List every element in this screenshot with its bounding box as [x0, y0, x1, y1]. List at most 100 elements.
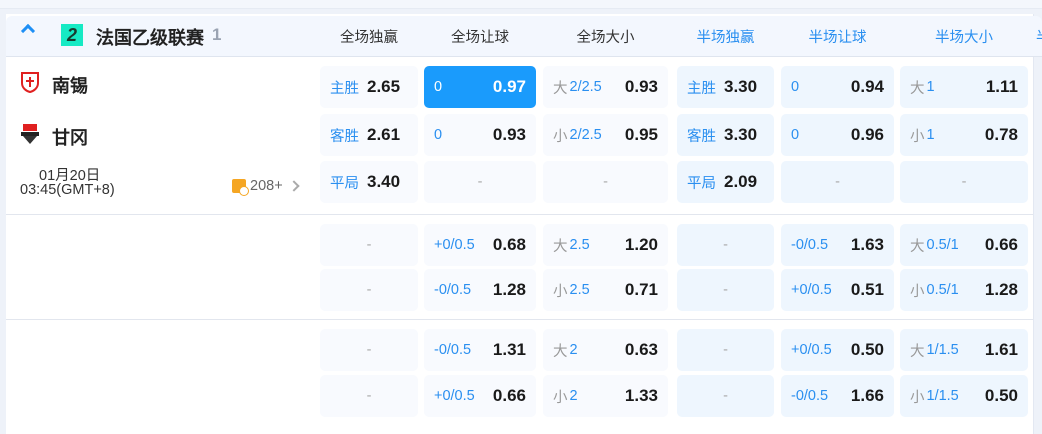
odds-cell-ft-handicap[interactable]: +0/0.5 0.68: [424, 224, 536, 266]
odds-cell-ht-1x2: -: [677, 269, 774, 311]
odds-cell-ht-handicap[interactable]: +0/0.5 0.51: [781, 269, 894, 311]
over-under-prefix: 大: [553, 238, 568, 255]
chevron-right-icon: [288, 180, 300, 192]
over-under-prefix: 大: [553, 80, 568, 97]
odds-cell-ht-handicap: -: [781, 161, 894, 203]
empty-odds-dash: -: [477, 174, 483, 190]
odds-value: 0.71: [624, 280, 658, 299]
over-under-prefix: 大: [910, 343, 925, 360]
odds-value: 1.20: [624, 235, 658, 254]
odds-label: -0/0.5: [791, 237, 829, 253]
odds-value: 0.94: [850, 77, 884, 96]
odds-label: 1: [926, 79, 935, 95]
odds-cell-ft-1x2[interactable]: 主胜 2.65: [320, 66, 418, 108]
empty-odds-dash: -: [603, 174, 608, 190]
odds-label: 0: [434, 79, 443, 95]
odds-label: 2.5: [569, 282, 590, 298]
odds-value: 0.68: [492, 235, 526, 254]
odds-cell-ft-1x2[interactable]: 客胜 2.61: [320, 114, 418, 156]
league-header[interactable]: [6, 16, 1042, 57]
odds-cell-ft-handicap[interactable]: -0/0.5 1.31: [424, 329, 536, 371]
odds-cell-ht-1x2[interactable]: 客胜 3.30: [677, 114, 774, 156]
odds-cell-ht-1x2: -: [677, 224, 774, 266]
over-under-prefix: 小: [553, 128, 568, 145]
odds-label: 0.5/1: [926, 282, 959, 298]
odds-cell-ft-1x2[interactable]: 平局 3.40: [320, 161, 418, 203]
odds-label: 1: [926, 127, 935, 143]
odds-label: -0/0.5: [434, 282, 472, 298]
empty-odds-dash: -: [366, 388, 372, 404]
empty-odds-dash: -: [961, 174, 967, 190]
over-under-prefix: 小: [910, 389, 925, 406]
odds-cell-ht-handicap[interactable]: 0 0.96: [781, 114, 894, 156]
col-header-ht-handicap: 半场让球: [808, 30, 867, 46]
odds-cell-ft-overunder[interactable]: 小 2.5 0.71: [543, 269, 668, 311]
odds-label: +0/0.5: [434, 388, 475, 404]
odds-value: 3.30: [724, 77, 758, 96]
odds-label: 1/1.5: [926, 388, 959, 404]
col-header-ft-1x2: 全场独赢: [340, 30, 398, 46]
odds-cell-ht-1x2[interactable]: 主胜 3.30: [677, 66, 774, 108]
odds-cell-ht-handicap[interactable]: 0 0.94: [781, 66, 894, 108]
col-header-clipped: 半: [1036, 26, 1042, 47]
odds-label: 1/1.5: [926, 342, 959, 358]
odds-label: 平局: [687, 175, 716, 192]
odds-cell-ft-handicap[interactable]: 0 0.93: [424, 114, 536, 156]
odds-cell-ht-overunder[interactable]: 大 0.5/1 0.66: [900, 224, 1028, 266]
odds-cell-ht-handicap[interactable]: -0/0.5 1.63: [781, 224, 894, 266]
odds-label: 0: [791, 127, 800, 143]
league-match-count: 1: [212, 25, 222, 44]
top-strip: [0, 0, 1042, 9]
odds-value: 0.66: [492, 386, 526, 405]
odds-cell-ht-overunder[interactable]: 小 1 0.78: [900, 114, 1028, 156]
odds-cell-ft-handicap[interactable]: 0 0.97: [424, 66, 536, 108]
odds-value: 0.63: [624, 340, 658, 359]
odds-label: 2/2.5: [569, 127, 602, 143]
odds-label: +0/0.5: [791, 342, 832, 358]
more-markets-link[interactable]: 208+: [232, 178, 300, 196]
odds-value: 0.78: [984, 125, 1018, 144]
odds-cell-ht-overunder: -: [900, 161, 1028, 203]
odds-cell-ht-1x2: -: [677, 329, 774, 371]
odds-value: 0.96: [850, 125, 884, 144]
more-markets-count: 208+: [250, 178, 283, 194]
odds-label: 0: [791, 79, 800, 95]
odds-cell-ht-overunder[interactable]: 小 1/1.5 0.50: [900, 375, 1028, 417]
odds-cell-ht-handicap[interactable]: +0/0.5 0.50: [781, 329, 894, 371]
odds-cell-ft-handicap[interactable]: +0/0.5 0.66: [424, 375, 536, 417]
odds-value: 3.30: [724, 125, 758, 144]
odds-cell-ht-overunder[interactable]: 大 1 1.11: [900, 66, 1028, 108]
odds-cell-ht-1x2[interactable]: 平局 2.09: [677, 161, 774, 203]
home-team-name[interactable]: 南锡: [52, 76, 88, 96]
odds-value: 0.50: [850, 340, 884, 359]
odds-value: 1.31: [492, 340, 526, 359]
empty-odds-dash: -: [835, 174, 840, 190]
odds-label: 客胜: [330, 128, 359, 145]
odds-label: 2/2.5: [569, 79, 602, 95]
odds-cell-ft-overunder[interactable]: 小 2 1.33: [543, 375, 668, 417]
empty-odds-dash: -: [723, 342, 728, 358]
odds-value: 0.95: [624, 125, 658, 144]
col-header-ft-overunder: 全场大小: [576, 30, 635, 46]
odds-cell-ft-handicap[interactable]: -0/0.5 1.28: [424, 269, 536, 311]
odds-cell-ft-overunder[interactable]: 大 2 0.63: [543, 329, 668, 371]
empty-odds-dash: -: [723, 282, 728, 298]
odds-cell-ft-overunder[interactable]: 大 2/2.5 0.93: [543, 66, 668, 108]
odds-cell-ht-overunder[interactable]: 小 0.5/1 1.28: [900, 269, 1028, 311]
odds-label: 客胜: [687, 128, 716, 145]
col-header-ht-1x2: 半场独赢: [696, 30, 755, 46]
col-header-ft-handicap: 全场让球: [451, 30, 509, 46]
row-divider: [6, 214, 1033, 215]
odds-cell-ht-handicap[interactable]: -0/0.5 1.66: [781, 375, 894, 417]
odds-value: 0.51: [850, 280, 884, 299]
odds-cell-ht-overunder[interactable]: 大 1/1.5 1.61: [900, 329, 1028, 371]
over-under-prefix: 大: [553, 343, 568, 360]
over-under-prefix: 小: [553, 283, 568, 300]
odds-cell-ft-1x2: -: [320, 269, 418, 311]
odds-cell-ft-overunder[interactable]: 小 2/2.5 0.95: [543, 114, 668, 156]
league-logo-icon: 2: [61, 24, 83, 46]
odds-cell-ft-overunder[interactable]: 大 2.5 1.20: [543, 224, 668, 266]
odds-value: 0.93: [624, 77, 658, 96]
away-team-name[interactable]: 甘冈: [52, 128, 88, 148]
odds-value: 0.66: [984, 235, 1018, 254]
